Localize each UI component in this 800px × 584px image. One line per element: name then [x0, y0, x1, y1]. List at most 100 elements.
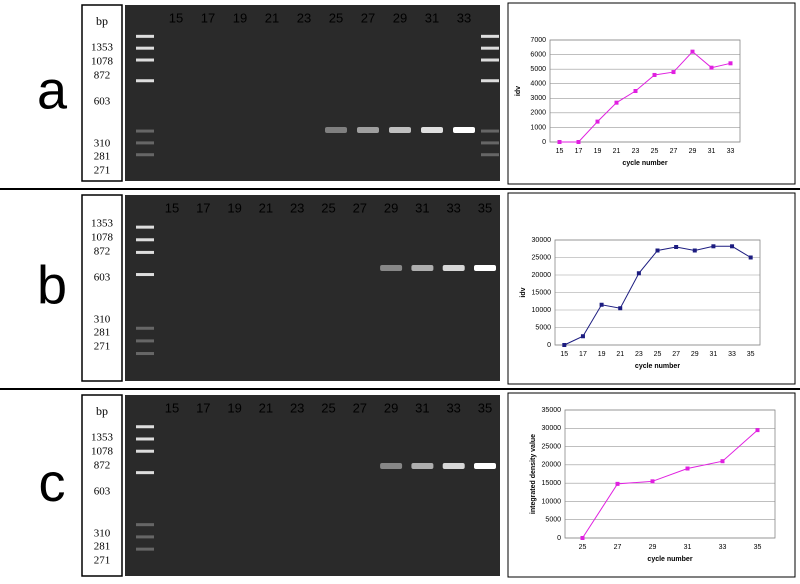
ladder-band [136, 326, 154, 330]
point [562, 343, 567, 347]
ladder-band [481, 153, 499, 157]
series-line [559, 50, 731, 143]
chart-box [507, 392, 796, 578]
ladder-size: 603 [94, 96, 111, 108]
x-tick-label: 17 [575, 148, 583, 155]
ladder-size: 271 [94, 341, 111, 353]
x-tick-label: 33 [727, 148, 735, 155]
lane-number: 17 [196, 200, 210, 215]
x-tick-label: 15 [560, 351, 568, 358]
lane-number: 33 [457, 10, 471, 25]
x-tick-label: 19 [594, 148, 602, 155]
point [709, 65, 714, 70]
x-tick-label: 25 [579, 544, 587, 551]
sample-band [453, 127, 475, 133]
y-tick-label: 25000 [532, 254, 552, 261]
x-tick-label: 19 [598, 351, 606, 358]
ladder-size: 310 [94, 138, 111, 150]
ladder-size: 872 [94, 460, 111, 472]
plot-frame [554, 239, 761, 346]
ladder-band [136, 273, 154, 277]
y-tick-label: 25000 [542, 443, 562, 450]
x-tick-label: 25 [654, 351, 662, 358]
ladder-band [136, 58, 154, 62]
panel-label: c [39, 453, 66, 513]
lane-number: 31 [425, 10, 439, 25]
y-tick-label: 10000 [542, 498, 562, 505]
x-tick-label: 25 [651, 148, 659, 155]
ladder-band [136, 437, 154, 441]
point [557, 140, 562, 144]
ladder-band [481, 58, 499, 62]
gel [125, 195, 500, 381]
point [711, 244, 716, 249]
lane-number: 21 [259, 400, 273, 415]
ladder-size: 1078 [91, 446, 114, 458]
ladder-box [81, 394, 123, 577]
ladder-size: 1078 [91, 56, 114, 68]
ladder-band [481, 141, 499, 145]
ladder-band [136, 34, 154, 38]
sample-band [442, 265, 465, 271]
y-tick-label: 0 [542, 139, 546, 146]
x-tick-label: 33 [728, 351, 736, 358]
y-tick-label: 35000 [542, 407, 562, 414]
chart-box [507, 192, 796, 385]
ladder-band [136, 425, 154, 429]
gel [125, 395, 500, 576]
y-tick-label: 0 [557, 535, 561, 542]
lane-number: 29 [384, 200, 398, 215]
lane-number: 29 [393, 10, 407, 25]
gel [125, 5, 500, 181]
point [580, 536, 585, 540]
x-tick-label: 21 [616, 351, 624, 358]
x-tick-label: 35 [747, 351, 755, 358]
lane-number: 17 [201, 10, 215, 25]
ladder-band [136, 471, 154, 475]
lane-number: 21 [265, 10, 279, 25]
lane-number: 27 [361, 10, 375, 25]
ladder-title: bp [96, 404, 108, 418]
ladder-title: bp [96, 14, 108, 28]
sample-band [380, 463, 403, 469]
y-tick-label: 4000 [530, 81, 546, 88]
lane-number: 23 [290, 200, 304, 215]
lane-number: 29 [384, 400, 398, 415]
y-axis-label: idv [520, 287, 527, 297]
sample-band [325, 127, 347, 133]
ladder-size: 1078 [91, 232, 114, 244]
plot-frame [549, 39, 741, 143]
lane-number: 21 [259, 200, 273, 215]
x-tick-label: 35 [754, 544, 762, 551]
y-tick-label: 15000 [532, 289, 552, 296]
y-tick-label: 15000 [542, 480, 562, 487]
point [580, 334, 585, 339]
y-tick-label: 20000 [542, 462, 562, 469]
series-line [582, 429, 758, 539]
ladder-band [136, 547, 154, 551]
y-tick-label: 2000 [530, 110, 546, 117]
ladder-band [136, 339, 154, 343]
sample-band [380, 265, 403, 271]
lane-number: 27 [353, 400, 367, 415]
x-axis-label: cycle number [647, 556, 692, 563]
y-tick-label: 7000 [530, 37, 546, 44]
point [671, 70, 676, 75]
x-tick-label: 31 [710, 351, 718, 358]
x-tick-label: 31 [684, 544, 692, 551]
x-tick-label: 23 [635, 351, 643, 358]
lane-number: 31 [415, 400, 429, 415]
point [614, 100, 619, 105]
ladder-size: 872 [94, 70, 111, 82]
lane-number: 15 [165, 200, 179, 215]
ladder-band [481, 129, 499, 133]
y-axis-label: idv [515, 86, 522, 96]
ladder-band [136, 225, 154, 229]
lane-number: 35 [478, 400, 492, 415]
ladder-band [481, 79, 499, 83]
ladder-band [136, 129, 154, 133]
ladder-band [136, 141, 154, 145]
ladder-size: 1353 [91, 218, 114, 230]
sample-band [474, 265, 496, 271]
